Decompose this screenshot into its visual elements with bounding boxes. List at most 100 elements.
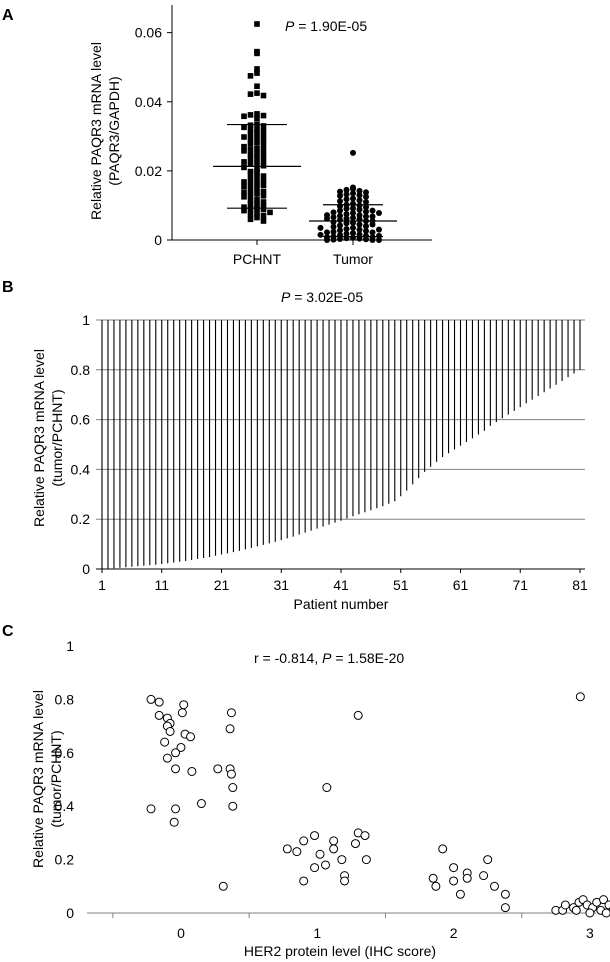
panel-c-y-tick-label: 1 <box>66 638 74 654</box>
panel-a-point-circle <box>356 202 363 209</box>
panel-a-point-square <box>260 213 267 219</box>
panel-c-point <box>315 849 325 859</box>
panel-c-point <box>560 900 570 910</box>
panel-c-annotation: r = -0.814, P = 1.58E-20 <box>254 650 404 666</box>
panel-c-y-tick-label: 0.2 <box>55 852 75 868</box>
panel-a-point-square <box>260 178 267 185</box>
panel-a-point-circle <box>356 187 363 194</box>
panel-c-point <box>146 804 156 814</box>
panel-a-point-circle <box>317 231 324 238</box>
panel-c-x-tick-label: 0 <box>177 925 185 941</box>
panel-c-point <box>479 871 489 881</box>
panel-b-y-tick-label: 0 <box>82 561 90 577</box>
panel-b-x-ticks: 1 11 21 31 41 51 61 71 81 <box>98 569 588 593</box>
panel-a-point-circle <box>337 207 343 214</box>
panel-a-point-square <box>247 136 254 143</box>
panel-b-x-tick-label: 81 <box>572 577 588 593</box>
panel-b-y-tick-label: 0.4 <box>71 461 91 477</box>
panel-a-point-square <box>247 216 254 223</box>
panel-c-letter: C <box>2 623 14 640</box>
panel-a-point-square <box>260 137 267 144</box>
panel-a-point-square <box>241 134 247 140</box>
panel-a-y-tick-label: 0 <box>154 232 162 248</box>
panel-a-ylabel: Relative PAQR3 mRNA level <box>88 42 104 220</box>
panel-a-point-square <box>260 218 267 224</box>
panel-a-point-square <box>241 204 247 210</box>
panel-c-annotation-r: r = -0.814, <box>254 650 322 666</box>
panel-a-y-tick-label: 0.06 <box>135 25 162 41</box>
panel-a-point-circle <box>350 195 356 202</box>
panel-a-point-circle <box>369 237 376 243</box>
panel-c-point <box>361 855 371 865</box>
panel-a-point-square <box>254 66 260 72</box>
panel-c-point <box>604 900 610 910</box>
panel-b-y-ticks: 0 0.2 0.4 0.6 0.8 1 <box>71 312 91 577</box>
panel-a-point-square <box>260 112 267 119</box>
panel-c-point <box>310 831 320 841</box>
panel-a-point-circle <box>369 207 376 214</box>
panel-a-point-circle <box>363 236 369 243</box>
panel-b-xlabel: Patient number <box>294 596 389 612</box>
panel-a-point-square <box>247 206 254 212</box>
panel-a-point-circle <box>343 211 350 218</box>
panel-a-point-circle <box>363 208 369 215</box>
panel-a-point-square <box>241 148 247 154</box>
panel-c-annotation-value: = 1.58E-20 <box>331 650 404 666</box>
panel-a-point-square <box>247 192 254 198</box>
panel-a: A P = 1.90E-05 Relative PAQR3 mRNA level… <box>2 5 432 267</box>
panel-a-point-circle <box>363 228 369 235</box>
panel-b-x-tick-label: 11 <box>154 577 169 593</box>
panel-c-point <box>179 700 189 710</box>
panel-a-point-circle <box>363 198 369 205</box>
panel-b-y-tick-label: 1 <box>82 312 90 328</box>
panel-a-ylabel-2: (PAQR3/GAPDH) <box>106 76 122 185</box>
panel-a-annotation-value: = 1.90E-05 <box>294 18 367 34</box>
panel-a-point-circle <box>356 197 363 204</box>
panel-a-point-square <box>247 73 254 79</box>
panel-c-point <box>337 855 347 865</box>
panel-b-x-tick-label: 21 <box>214 577 230 593</box>
panel-c-point <box>329 836 339 846</box>
panel-a-point-square <box>260 182 267 189</box>
panel-a-point-square <box>247 181 254 188</box>
panel-a-point-square <box>247 91 254 97</box>
panel-a-point-square <box>254 21 260 27</box>
panel-a-point-circle <box>343 186 350 193</box>
panel-c-point <box>462 873 472 883</box>
panel-b-y-tick-label: 0.6 <box>71 412 91 428</box>
panel-a-point-circle <box>337 235 343 242</box>
panel-c-point <box>575 692 585 702</box>
panel-c-point <box>601 908 610 918</box>
panel-c-point <box>438 844 448 854</box>
panel-a-point-square <box>260 123 267 129</box>
panel-a-point-circle <box>376 210 382 217</box>
panel-c-point <box>350 839 360 849</box>
panel-a-point-square <box>254 50 260 57</box>
panel-c-point <box>483 855 493 865</box>
panel-c-point <box>162 753 172 763</box>
panel-a-point-square <box>260 147 267 153</box>
panel-a-point-square <box>267 209 273 216</box>
panel-a-point-circle <box>356 192 363 199</box>
panel-c-x-tick-label: 1 <box>313 925 321 941</box>
panel-a-point-square <box>241 124 247 131</box>
panel-c-point <box>146 694 156 704</box>
panel-a-point-square <box>254 70 260 76</box>
panel-a-point-circle <box>343 205 350 212</box>
panel-a-point-square <box>241 179 247 185</box>
panel-a-point-square <box>247 176 254 183</box>
panel-a-point-circle <box>363 193 369 200</box>
panel-c-point <box>299 836 309 846</box>
panel-b-y-tick-label: 0.8 <box>71 362 91 378</box>
panel-a-points <box>241 21 382 243</box>
panel-a-point-circle <box>350 149 356 156</box>
panel-a-point-square <box>247 201 254 208</box>
panel-a-point-square <box>241 194 247 200</box>
panel-c-point <box>226 708 236 718</box>
panel-c-point <box>500 903 510 913</box>
panel-a-point-circle <box>324 212 330 219</box>
panel-a-point-circle <box>363 223 369 230</box>
panel-a-point-circle <box>363 189 369 196</box>
panel-a-point-square <box>247 131 254 138</box>
panel-c-point <box>585 908 595 918</box>
